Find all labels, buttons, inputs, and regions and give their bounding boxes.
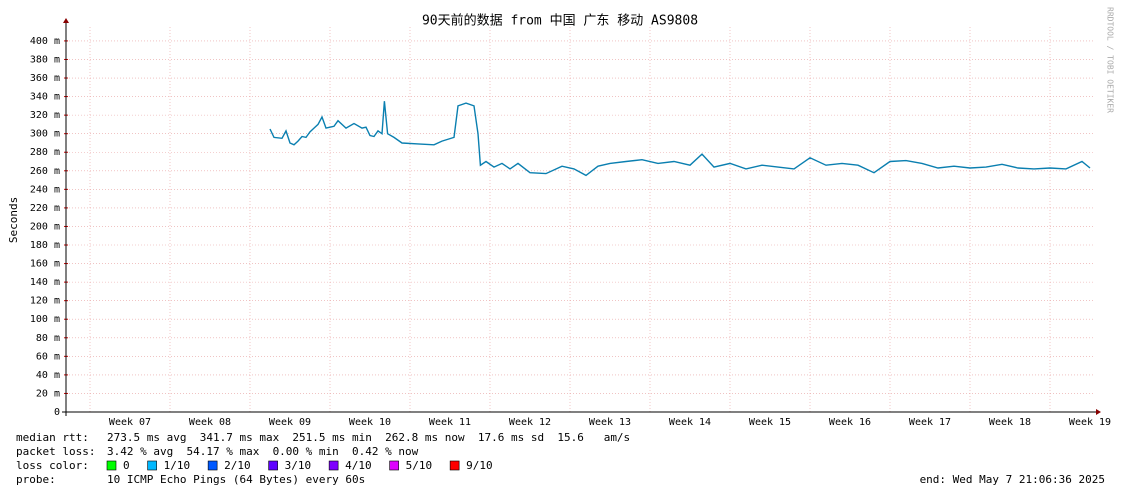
x-tick-label: Week 10: [349, 417, 391, 428]
stat-text: 3.42 % avg 54.17 % max 0.00 % min 0.42 %…: [107, 445, 419, 458]
y-tick-label: 120 m: [30, 296, 60, 307]
stat-label: median rtt:: [16, 431, 89, 444]
y-tick-label: 60 m: [36, 351, 60, 362]
legend-swatch: [207, 460, 218, 471]
legend-label: 1/10: [164, 459, 191, 472]
axis-arrow: [63, 18, 69, 23]
x-tick-label: Week 12: [509, 417, 551, 428]
y-tick-label: 280 m: [30, 147, 60, 158]
y-tick-label: 220 m: [30, 203, 60, 214]
y-tick-label: 80 m: [36, 333, 60, 344]
y-tick-label: 20 m: [36, 388, 60, 399]
x-tick-label: Week 11: [429, 417, 471, 428]
x-tick-label: Week 13: [589, 417, 631, 428]
legend-label: 3/10: [285, 459, 312, 472]
y-tick-label: 160 m: [30, 259, 60, 270]
y-tick-label: 320 m: [30, 110, 60, 121]
y-tick-label: 100 m: [30, 314, 60, 325]
loss-label: loss color:: [16, 459, 89, 472]
axis-arrow: [1096, 409, 1101, 415]
side-text: RRDTOOL / TOBI OETIKER: [1106, 7, 1115, 113]
legend-label: 0: [123, 459, 130, 472]
legend-swatch: [328, 460, 339, 471]
y-tick-label: 200 m: [30, 221, 60, 232]
x-tick-label: Week 09: [269, 417, 311, 428]
y-tick-label: 360 m: [30, 73, 60, 84]
y-tick-label: 380 m: [30, 54, 60, 65]
x-tick-label: Week 19: [1069, 417, 1111, 428]
legend-label: 4/10: [345, 459, 372, 472]
x-tick-label: Week 15: [749, 417, 791, 428]
legend-label: 2/10: [224, 459, 251, 472]
stat-label: packet loss:: [16, 445, 95, 458]
stat-text: 273.5 ms avg 341.7 ms max 251.5 ms min 2…: [107, 431, 630, 444]
y-tick-label: 0: [54, 407, 60, 418]
legend-swatch: [268, 460, 278, 471]
x-tick-label: Week 08: [189, 417, 231, 428]
x-tick-label: Week 18: [989, 417, 1031, 428]
x-tick-label: Week 07: [109, 417, 151, 428]
end-text: end: Wed May 7 21:06:36 2025: [920, 473, 1105, 486]
legend-swatch: [389, 460, 399, 471]
legend-label: 9/10: [466, 459, 493, 472]
probe-label: probe:: [16, 473, 56, 486]
probe-text: 10 ICMP Echo Pings (64 Bytes) every 60s: [107, 473, 365, 486]
legend-swatch: [106, 460, 117, 471]
y-tick-label: 340 m: [30, 92, 60, 103]
legend-label: 5/10: [406, 459, 433, 472]
y-tick-label: 400 m: [30, 36, 60, 47]
y-tick-label: 180 m: [30, 240, 60, 251]
x-tick-label: Week 17: [909, 417, 951, 428]
chart-title: 90天前的数据 from 中国 广东 移动 AS9808: [422, 13, 698, 29]
x-tick-label: Week 16: [829, 417, 871, 428]
legend-swatch: [449, 460, 460, 471]
y-tick-label: 240 m: [30, 184, 60, 195]
series-line: [269, 101, 1091, 177]
y-tick-label: 260 m: [30, 166, 60, 177]
legend-swatch: [147, 460, 157, 471]
y-tick-label: 40 m: [36, 370, 60, 381]
y-tick-label: 300 m: [30, 129, 60, 140]
y-axis-label: Seconds: [7, 197, 20, 243]
y-tick-label: 140 m: [30, 277, 60, 288]
x-tick-label: Week 14: [669, 417, 711, 428]
